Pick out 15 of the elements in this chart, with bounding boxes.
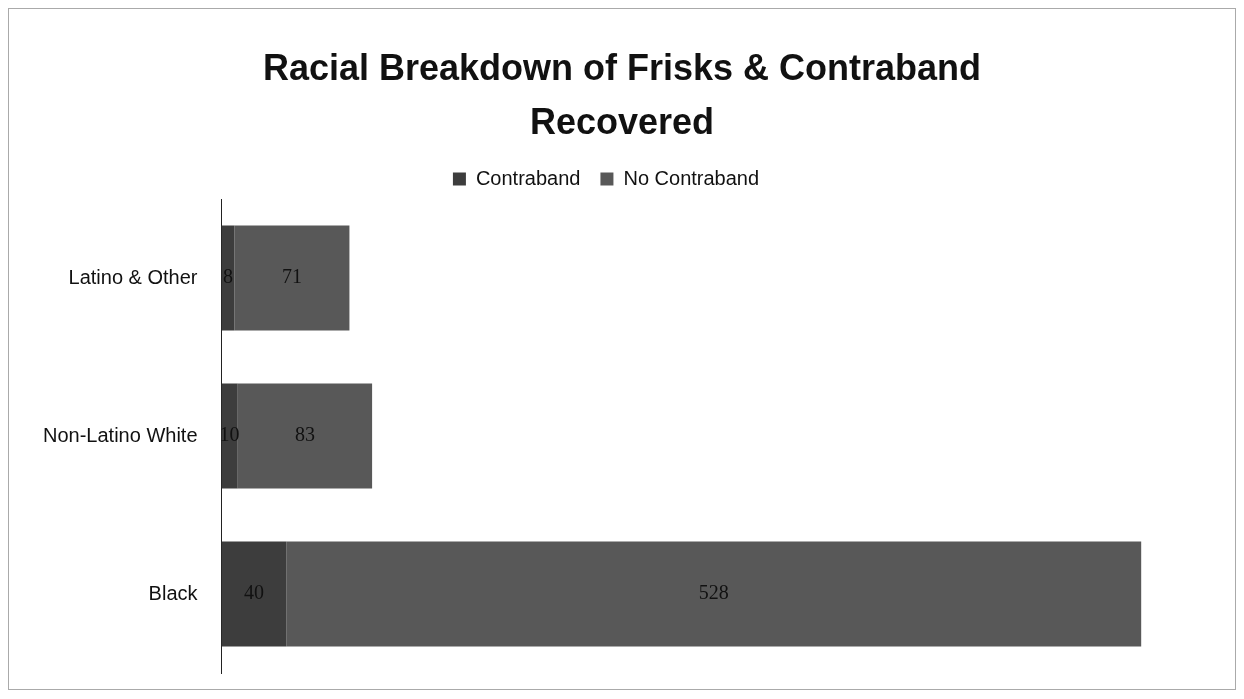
y-tick-label: Latino & Other [68, 265, 198, 288]
y-tick-label: Non-Latino White [42, 423, 198, 446]
bar [234, 225, 350, 331]
data-label: 10 [219, 423, 240, 446]
bar [286, 541, 1142, 647]
bar [221, 541, 287, 647]
bar [237, 383, 373, 489]
legend-label: No Contraband [623, 166, 760, 189]
data-label: 528 [698, 581, 729, 604]
legend-label: Contraband [475, 166, 581, 189]
chart-title: Racial Breakdown of Frisks & Contraband Recovered [261, 46, 983, 144]
data-label: 83 [294, 423, 315, 446]
bar [221, 383, 238, 489]
y-tick-label: Black [148, 581, 199, 604]
data-label: 71 [281, 265, 302, 288]
